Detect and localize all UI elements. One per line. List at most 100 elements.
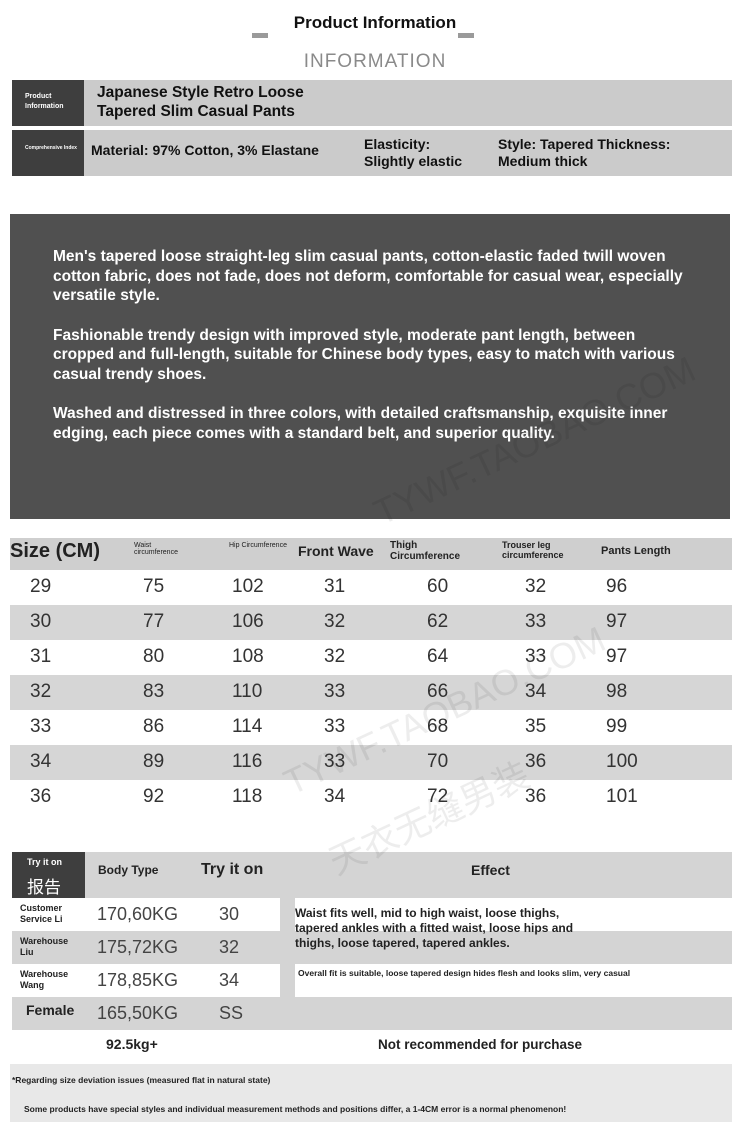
style-value: Medium thick bbox=[498, 153, 588, 169]
col-try-size: Try it on bbox=[201, 861, 264, 878]
tester-size: SS bbox=[219, 1003, 244, 1023]
row-label: Product Information bbox=[12, 80, 84, 126]
size-row: 36 92 118 34 72 36 101 bbox=[10, 780, 732, 815]
tester-size: 34 bbox=[219, 970, 240, 990]
size-cell: 32 bbox=[324, 611, 346, 632]
header-front-wave: Front Wave bbox=[298, 543, 374, 559]
size-cell: 108 bbox=[232, 646, 264, 667]
title-dash-left bbox=[252, 33, 268, 38]
size-cell: 29 bbox=[30, 576, 52, 597]
row-bg bbox=[12, 964, 280, 997]
size-cell: 66 bbox=[427, 681, 449, 702]
over-weight: 92.5kg+ bbox=[106, 1036, 158, 1052]
tester-body: 178,85KG bbox=[97, 970, 179, 990]
size-cell: 35 bbox=[525, 716, 547, 737]
tester-name: Female bbox=[26, 1002, 75, 1018]
size-cell: 33 bbox=[324, 681, 346, 702]
size-cell: 92 bbox=[143, 786, 165, 807]
size-cell: 30 bbox=[30, 611, 52, 632]
note-title: *Regarding size deviation issues (measur… bbox=[12, 1075, 271, 1085]
size-cell: 86 bbox=[143, 716, 165, 737]
size-cell: 75 bbox=[143, 576, 165, 597]
effect-text-2: Overall fit is suitable, loose tapered d… bbox=[298, 968, 631, 978]
tester-body: 175,72KG bbox=[97, 937, 179, 957]
not-recommended: Not recommended for purchase bbox=[378, 1037, 583, 1052]
size-cell: 31 bbox=[324, 576, 346, 597]
tryon-label-en: Try it on bbox=[27, 857, 63, 867]
size-row: 31 80 108 32 64 33 97 bbox=[10, 640, 732, 675]
size-cell: 99 bbox=[606, 716, 628, 737]
size-cell: 106 bbox=[232, 611, 264, 632]
size-table-header: Size (CM) Waist circumference Hip Circum… bbox=[10, 538, 732, 570]
size-cell: 80 bbox=[143, 646, 165, 667]
style-label: Style: Tapered Thickness: bbox=[498, 136, 671, 152]
tester-body: 170,60KG bbox=[97, 904, 179, 924]
header-hip: Hip Circumference bbox=[229, 542, 287, 549]
note-body: Some products have special styles and in… bbox=[24, 1104, 567, 1114]
size-cell: 33 bbox=[324, 751, 346, 772]
size-row: 29 75 102 31 60 32 96 bbox=[10, 570, 732, 605]
size-cell: 33 bbox=[525, 611, 547, 632]
product-name: Japanese Style Retro Loose Tapered Slim … bbox=[97, 84, 304, 120]
description-paragraph: Fashionable trendy design with improved … bbox=[53, 326, 675, 383]
size-cell: 77 bbox=[143, 611, 165, 632]
elasticity-value: Slightly elastic bbox=[364, 153, 463, 169]
effect-text-1: Waist fits well, mid to high waist, loos… bbox=[295, 906, 574, 950]
size-cell: 70 bbox=[427, 751, 449, 772]
tryon-table bbox=[12, 852, 732, 1030]
size-cell: 97 bbox=[606, 646, 628, 667]
size-row: 34 89 116 33 70 36 100 bbox=[10, 745, 732, 780]
size-cell: 96 bbox=[606, 576, 628, 597]
size-cell: 62 bbox=[427, 611, 449, 632]
col-effect: Effect bbox=[471, 862, 510, 878]
size-cell: 31 bbox=[30, 646, 52, 667]
size-cell: 64 bbox=[427, 646, 449, 667]
size-cell: 33 bbox=[525, 646, 547, 667]
description-paragraph: Washed and distressed in three colors, w… bbox=[53, 405, 668, 442]
size-cell: 33 bbox=[324, 716, 346, 737]
size-row: 30 77 106 32 62 33 97 bbox=[10, 605, 732, 640]
size-cell: 34 bbox=[525, 681, 547, 702]
header-trouser-leg: Trouser leg circumference bbox=[502, 540, 564, 560]
tester-name: Warehouse Wang bbox=[20, 969, 69, 990]
size-cell: 98 bbox=[606, 681, 628, 702]
size-note: *Regarding size deviation issues (measur… bbox=[10, 1064, 732, 1122]
header-pants-length: Pants Length bbox=[601, 545, 671, 557]
tester-name: Customer Service Li bbox=[20, 903, 63, 924]
size-cell: 89 bbox=[143, 751, 165, 772]
size-cell: 32 bbox=[324, 646, 346, 667]
description-panel: Men's tapered loose straight-leg slim ca… bbox=[10, 214, 730, 519]
header-thigh: Thigh Circumference bbox=[390, 540, 461, 562]
size-cell: 110 bbox=[232, 681, 263, 702]
size-cell: 34 bbox=[30, 751, 52, 772]
tryon-label: Try it on 报告 bbox=[12, 852, 85, 898]
size-cell: 102 bbox=[232, 576, 264, 597]
comprehensive-index-row: Comprehensive Index Material: 97% Cotton… bbox=[12, 130, 732, 176]
size-cell: 100 bbox=[606, 751, 638, 772]
tester-name: Warehouse Liu bbox=[20, 936, 69, 957]
size-cell: 32 bbox=[30, 681, 52, 702]
size-cell: 34 bbox=[324, 786, 346, 807]
material: Material: 97% Cotton, 3% Elastane bbox=[91, 142, 319, 158]
size-cell: 114 bbox=[232, 716, 263, 737]
size-cell: 116 bbox=[232, 751, 263, 772]
header-size: Size (CM) bbox=[10, 540, 100, 562]
size-cell: 118 bbox=[232, 786, 263, 807]
size-cell: 68 bbox=[427, 716, 449, 737]
row-label: Comprehensive Index bbox=[12, 130, 84, 176]
size-cell: 36 bbox=[525, 751, 547, 772]
row-bg bbox=[12, 898, 280, 931]
size-cell: 101 bbox=[606, 786, 638, 807]
tryon-label-cn: 报告 bbox=[27, 878, 61, 897]
tester-size: 30 bbox=[219, 904, 240, 924]
size-cell: 32 bbox=[525, 576, 547, 597]
size-cell: 97 bbox=[606, 611, 628, 632]
tester-body: 165,50KG bbox=[97, 1003, 179, 1023]
size-cell: 83 bbox=[143, 681, 165, 702]
col-body-type: Body Type bbox=[98, 863, 159, 877]
effect-bg bbox=[295, 898, 732, 931]
page-title: Product Information bbox=[293, 13, 457, 32]
header-waist: Waist circumference bbox=[134, 542, 178, 556]
size-cell: 36 bbox=[525, 786, 547, 807]
title-dash-right bbox=[458, 33, 474, 38]
